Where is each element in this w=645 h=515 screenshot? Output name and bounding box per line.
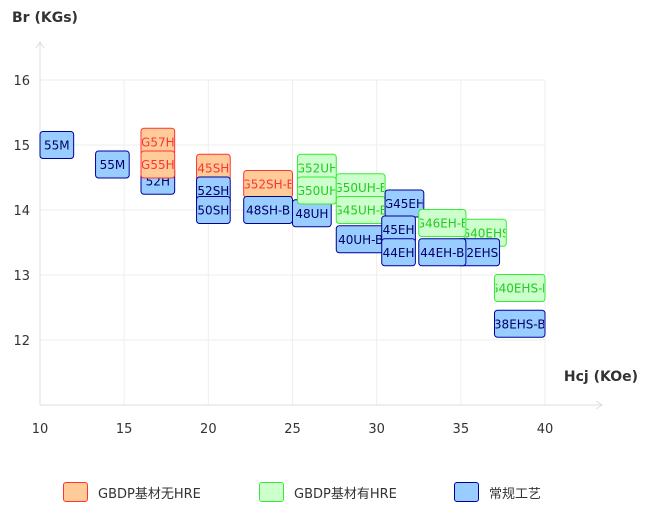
data-point-G45UH-B[interactable]: G45UH-B: [333, 196, 388, 224]
data-point-45SH[interactable]: 45SH: [196, 153, 231, 182]
point-label: 45EH: [383, 223, 415, 237]
legend-swatch: [454, 482, 479, 502]
point-box: [95, 150, 130, 179]
point-label: G40EHS-B: [489, 282, 550, 296]
point-label: 44EH-B: [420, 246, 464, 260]
point-label: G45UH-B: [333, 204, 388, 218]
data-point-55M[interactable]: 55M: [95, 150, 130, 179]
point-label: G46EH-B: [416, 217, 469, 231]
data-point-55M[interactable]: 55M: [39, 131, 75, 159]
point-label: G50UH: [296, 184, 338, 198]
data-point-38EHS-B[interactable]: 38EHS-B: [494, 309, 546, 338]
point-box: [196, 196, 231, 224]
data-point-G55H[interactable]: G55H: [140, 150, 176, 179]
point-box: [494, 274, 546, 302]
point-label: G57H: [141, 135, 175, 149]
data-point-44EH[interactable]: 44EH: [381, 238, 416, 267]
point-box: [494, 309, 546, 338]
point-label: 40UH-B: [338, 233, 383, 247]
point-label: G45EH: [384, 197, 425, 211]
y-tick-label: 15: [13, 139, 30, 154]
data-point-G50UH-B[interactable]: G50UH-B: [333, 173, 388, 202]
x-axis-title: Hcj (KOe): [564, 369, 638, 385]
point-box: [418, 238, 467, 267]
y-axis-title: Br (KGs): [12, 10, 78, 26]
y-tick-label: 16: [13, 74, 30, 89]
x-tick-label: 20: [200, 422, 217, 437]
point-label: 38EHS-B: [494, 317, 546, 331]
data-point-42EHS[interactable]: 42EHS: [456, 238, 501, 267]
data-point-G45EH[interactable]: G45EH: [384, 189, 425, 218]
legend-label: 常规工艺: [489, 486, 542, 502]
point-label: G40EHS: [461, 226, 510, 240]
point-box: [381, 238, 416, 267]
data-point-45EH[interactable]: 45EH: [381, 215, 416, 244]
y-tick-label: 12: [13, 334, 30, 349]
x-tick-label: 10: [32, 422, 49, 437]
point-label: 44EH: [383, 246, 415, 260]
y-tick-label: 13: [13, 269, 30, 284]
legend-item-conventional[interactable]: 常规工艺: [454, 482, 541, 502]
point-box: [140, 150, 176, 179]
point-label: 52SH: [197, 184, 229, 198]
y-tick-label: 14: [13, 204, 30, 219]
point-label: 48UH: [295, 207, 328, 221]
data-point-40UH-B[interactable]: 40UH-B: [335, 225, 386, 254]
point-box: [39, 131, 75, 159]
data-point-G46EH-B[interactable]: G46EH-B: [416, 209, 469, 237]
legend-swatch: [259, 482, 284, 502]
point-label: 55M: [100, 158, 126, 172]
legend-label: GBDP基材无HRE: [98, 486, 201, 502]
point-label: G52SH-B: [241, 178, 294, 192]
legend-item-gbdp-hre[interactable]: GBDP基材有HRE: [259, 482, 397, 502]
point-label: 50SH: [197, 204, 229, 218]
data-point-G40EHS-B[interactable]: G40EHS-B: [489, 274, 550, 302]
data-point-G57H[interactable]: G57H: [140, 127, 176, 156]
point-label: G55H: [141, 158, 175, 172]
x-tick-label: 30: [368, 422, 385, 437]
legend-item-gbdp-no-hre[interactable]: GBDP基材无HRE: [63, 482, 201, 502]
point-label: 45SH: [197, 161, 229, 175]
point-label: G52UH: [296, 161, 338, 175]
data-point-G52SH-B[interactable]: G52SH-B: [241, 170, 294, 198]
data-point-G50UH[interactable]: G50UH: [296, 176, 338, 205]
x-tick-label: 15: [116, 422, 133, 437]
point-label: G50UH-B: [333, 181, 388, 195]
point-label: 48SH-B: [246, 204, 290, 218]
point-box: [418, 209, 467, 237]
x-axis-arrow-icon: [595, 400, 603, 410]
point-label: 55M: [44, 139, 70, 153]
data-point-48SH-B[interactable]: 48SH-B: [243, 196, 293, 224]
x-tick-label: 25: [284, 422, 301, 437]
point-label: 42EHS: [459, 246, 499, 260]
data-point-48UH[interactable]: 48UH: [292, 199, 332, 228]
x-tick-label: 35: [453, 422, 470, 437]
data-point-44EH-B[interactable]: 44EH-B: [418, 238, 467, 267]
x-tick-label: 40: [537, 422, 554, 437]
legend-swatch: [63, 482, 88, 502]
y-axis-arrow-icon: [35, 41, 45, 49]
data-point-50SH[interactable]: 50SH: [196, 196, 231, 224]
legend-label: GBDP基材有HRE: [294, 486, 397, 502]
